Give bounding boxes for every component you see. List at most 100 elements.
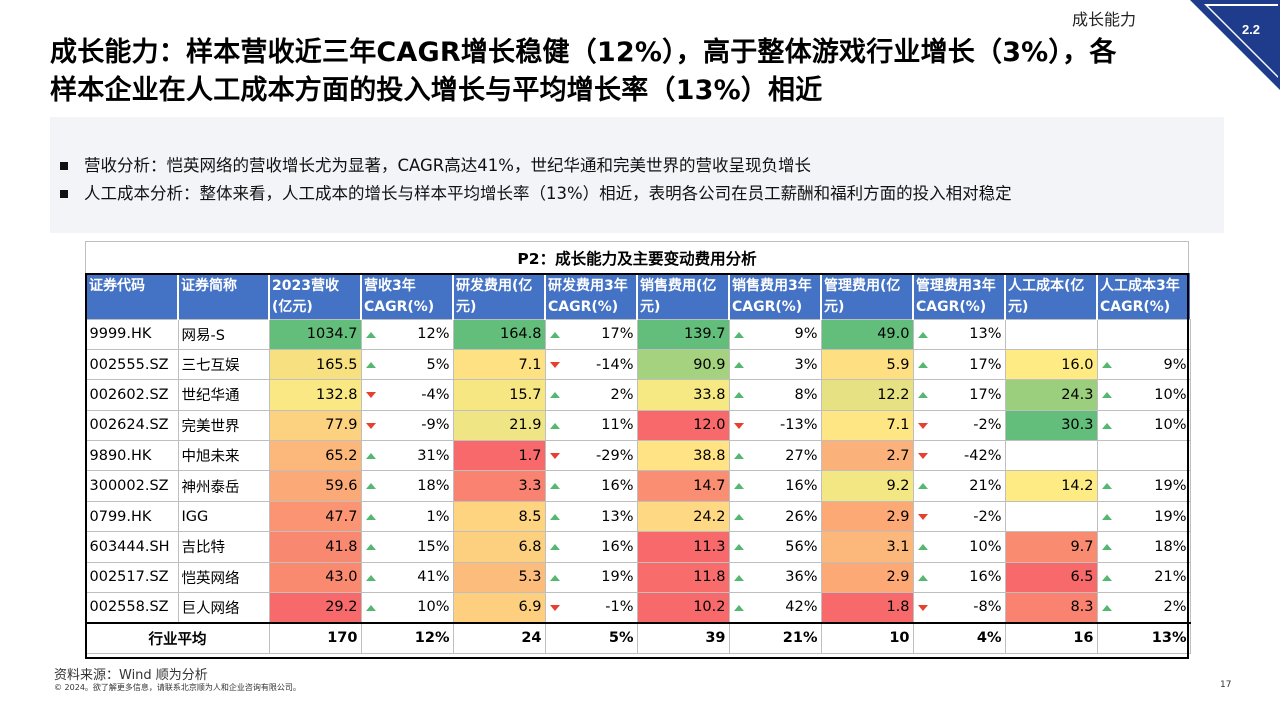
mgmt-value-cell: 2.7 [820,440,914,472]
column-header: 人工成本3年CAGR(%) [1096,273,1190,319]
mgmt-cagr-cell: 21% [912,470,1006,502]
sales-cagr-cell: 26% [728,500,822,533]
rd-value-cell: 15.7 [452,379,546,411]
trend-up-icon [1101,392,1112,399]
sales-cagr-cell: 16% [728,470,822,502]
rev-value-cell: 29.2 [268,592,362,624]
sales-cagr-cell: 36% [728,561,822,594]
trend-up-icon [733,605,744,612]
rev-value-cell: 59.6 [268,470,362,502]
mgmt-cagr-cell: -2% [912,500,1006,533]
mgmt-cagr-cell: 16% [912,561,1006,594]
column-header: 研发费用(亿元) [452,273,545,319]
trend-down-icon [733,422,744,429]
column-header: 证券代码 [85,273,178,319]
rd-cagr-cell: 16% [544,470,638,502]
rev-average-cell: 170 [268,621,362,654]
table-row: 300002.SZ 神州泰岳 59.6 18% 3.3 16% 14.7 16% 9.2 21% 1… [85,470,1191,502]
sales-value-cell: 10.2 [636,592,730,624]
trend-up-icon [365,453,376,460]
security-code-cell: 002558.SZ [85,592,179,624]
rd-value-cell: 1.7 [452,440,546,472]
security-name-cell: IGG [177,500,270,533]
mgmt-value-cell: 12.2 [820,379,914,411]
sales-value-cell: 38.8 [636,440,730,472]
trend-up-icon [365,331,376,338]
trend-down-icon [549,361,560,368]
rev-cagr-cell: 41% [360,561,454,594]
rev-cagr-cell: 1% [360,500,454,533]
section-number: 2.2 [1242,22,1260,37]
mgmt-value-cell: 5.9 [820,348,914,381]
sales-value-cell: 12.0 [636,409,730,442]
sales-value-cell: 139.7 [636,318,730,350]
trend-up-icon [549,331,560,338]
table-row: 9999.HK 网易-S 1034.7 12% 164.8 17% 139.7 9% 49.0 1… [85,318,1191,350]
security-code-cell: 9890.HK [85,440,179,472]
table-row: 002555.SZ 三七互娱 165.5 5% 7.1 -14% 90.9 3% 5.9 17% 1… [85,348,1191,381]
growth-table-container: P2：成长能力及主要变动费用分析 证券代码 证券简称 2023营收(亿元) 营收3年C… [85,241,1191,654]
rd-value-cell: 8.5 [452,500,546,533]
security-name-cell: 中旭未来 [177,440,270,472]
sales-cagr-average-cell: 21% [728,621,822,654]
sales-cagr-cell: 8% [728,379,822,411]
trend-up-icon [1101,513,1112,520]
trend-up-icon [1101,605,1112,612]
trend-up-icon [365,574,376,581]
trend-up-icon [365,605,376,612]
column-header: 研发费用3年CAGR(%) [544,273,637,319]
summary-list: 营收分析：恺英网络的营收增长尤为显著，CAGR高达41%，世纪华通和完美世界的营… [60,152,1012,208]
labor-cagr-cell: 2% [1096,592,1191,624]
summary-text: 营收分析：恺英网络的营收增长尤为显著，CAGR高达41%，世纪华通和完美世界的营… [84,156,811,175]
table-row: 002517.SZ 恺英网络 43.0 41% 5.3 19% 11.8 36% 2.9 16% 6… [85,561,1191,594]
sales-cagr-cell: 56% [728,531,822,563]
security-name-cell: 三七互娱 [177,348,270,381]
trend-up-icon [549,483,560,490]
source-note: 资料来源：Wind 顺为分析 [54,668,208,683]
security-name-cell: 完美世界 [177,409,270,442]
growth-table: 证券代码 证券简称 2023营收(亿元) 营收3年CAGR(%) 研发费用(亿元) 研发费… [85,273,1191,654]
labor-value-cell: 6.5 [1004,561,1098,594]
mgmt-average-cell: 10 [820,621,914,654]
mgmt-cagr-cell: 17% [912,348,1006,381]
labor-value-cell: 8.3 [1004,592,1098,624]
rd-value-cell: 164.8 [452,318,546,350]
summary-bullet-revenue: 营收分析：恺英网络的营收增长尤为显著，CAGR高达41%，世纪华通和完美世界的营… [60,152,1012,180]
mgmt-cagr-cell: -2% [912,409,1006,442]
rev-value-cell: 132.8 [268,379,362,411]
trend-down-icon [549,453,560,460]
trend-down-icon [549,605,560,612]
labor-cagr-cell: 18% [1096,531,1191,563]
mgmt-cagr-cell: 13% [912,318,1006,350]
security-name-cell: 神州泰岳 [177,470,270,502]
rev-value-cell: 43.0 [268,561,362,594]
rd-cagr-cell: -1% [544,592,638,624]
labor-value-cell: 16.0 [1004,348,1098,381]
security-code-cell: 300002.SZ [85,470,179,502]
table-row: 002602.SZ 世纪华通 132.8 -4% 15.7 2% 33.8 8% 12.2 17%… [85,379,1191,411]
trend-up-icon [733,544,744,551]
rd-value-cell: 21.9 [452,409,546,442]
trend-down-icon [365,392,376,399]
security-code-cell: 002602.SZ [85,379,179,411]
labor-cagr-cell [1096,318,1191,350]
trend-up-icon [1101,483,1112,490]
rev-cagr-average-cell: 12% [360,621,454,654]
trend-down-icon [917,422,928,429]
rev-cagr-cell: 5% [360,348,454,381]
rd-cagr-cell: 19% [544,561,638,594]
rd-cagr-cell: 13% [544,500,638,533]
sales-cagr-cell: 9% [728,318,822,350]
mgmt-cagr-cell: 10% [912,531,1006,563]
sales-cagr-cell: 42% [728,592,822,624]
rd-value-cell: 6.8 [452,531,546,563]
rev-cagr-cell: 12% [360,318,454,350]
trend-up-icon [1101,544,1112,551]
labor-cagr-cell: 10% [1096,379,1191,411]
labor-cagr-cell: 9% [1096,348,1191,381]
bullet-square-icon [60,161,68,170]
rd-value-cell: 5.3 [452,561,546,594]
trend-down-icon [917,453,928,460]
labor-value-cell: 30.3 [1004,409,1098,442]
security-code-cell: 002517.SZ [85,561,179,594]
